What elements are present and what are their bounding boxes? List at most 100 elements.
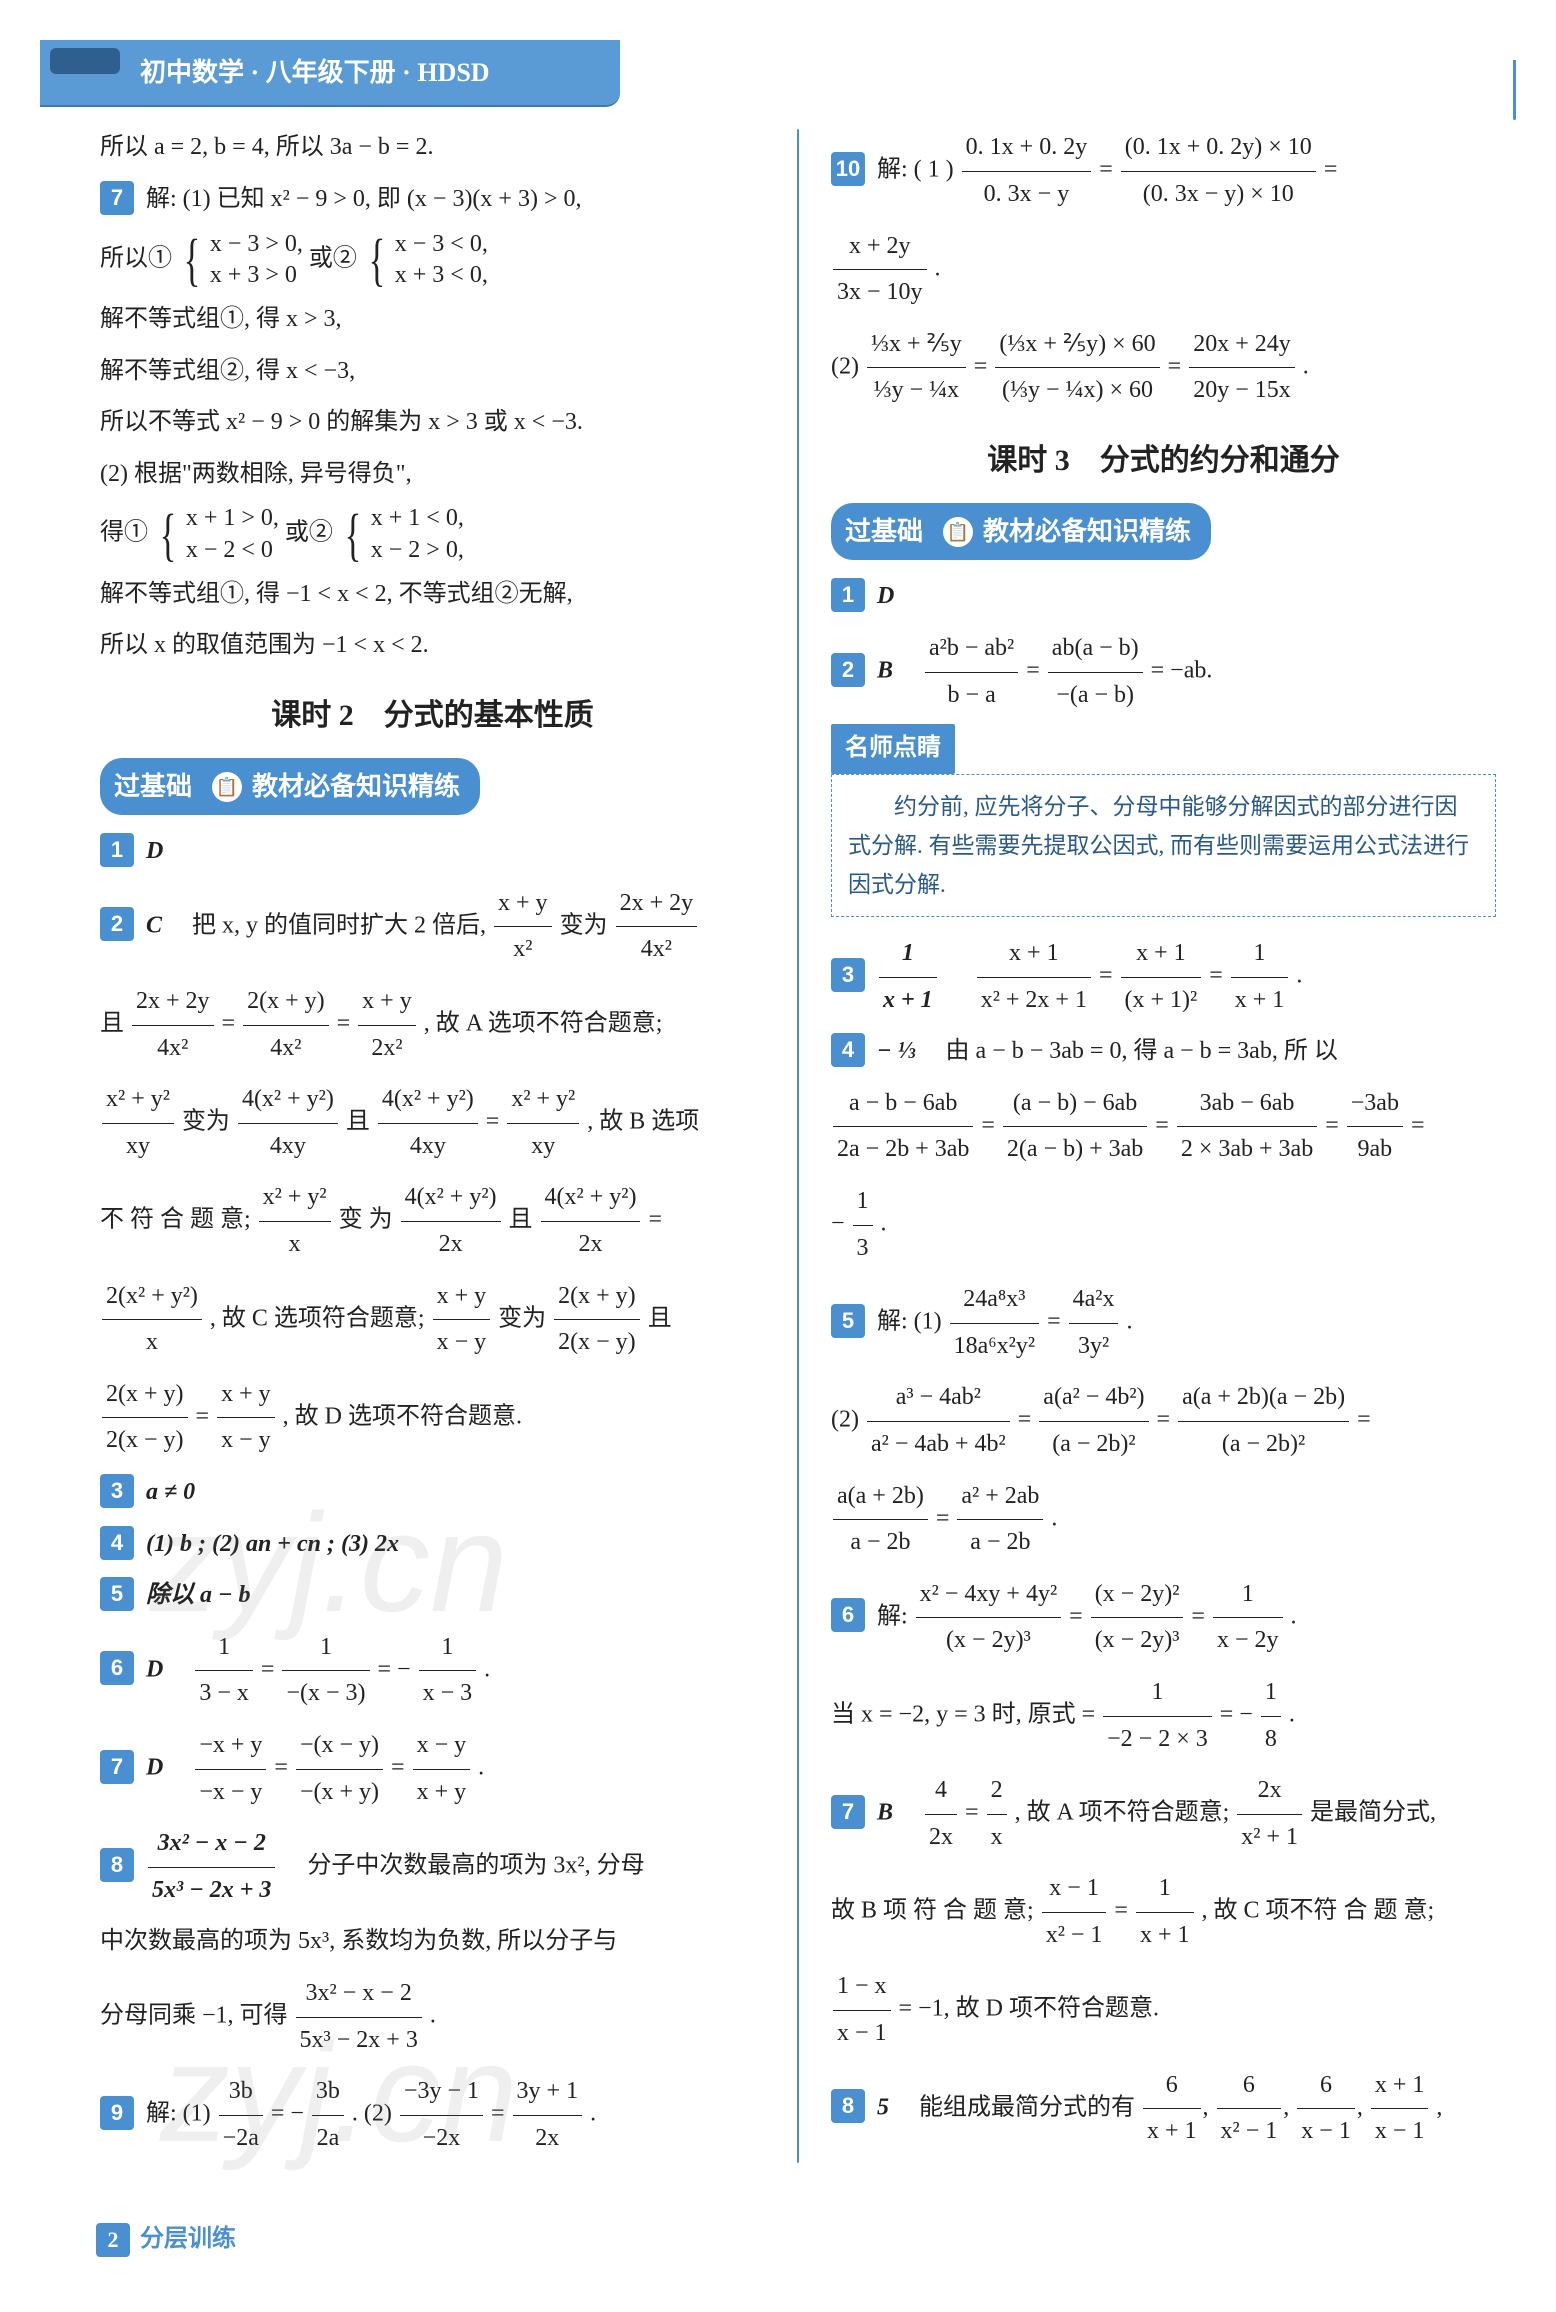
ans-r3: 3 1x + 1 x + 1x² + 2x + 1 = x + 1(x + 1)… — [831, 931, 1496, 1023]
fraction: (0. 1x + 0. 2y) × 10(0. 3x − y) × 10 — [1121, 125, 1316, 217]
fraction: 3b2a — [312, 2069, 344, 2161]
case-stack: x + 1 > 0, x − 2 < 0 — [186, 503, 279, 565]
fraction: a² + 2aba − 2b — [957, 1474, 1043, 1566]
tail: . — [590, 2101, 596, 2127]
line: 解不等式组②, 得 x < −3, — [100, 349, 765, 395]
fraction: (a − b) − 6ab2(a − b) + 3ab — [1003, 1081, 1147, 1173]
tip-body: 约分前, 应先将分子、分母中能够分解因式的部分进行因式分解. 有些需要先提取公因… — [831, 774, 1496, 917]
text: , 故 A 项不符合题意; — [1015, 1800, 1236, 1826]
case-row: x − 2 < 0 — [186, 535, 279, 566]
eq: = — [965, 1800, 985, 1826]
ans-2-line3: x² + y²xy 变为 4(x² + y²)4xy 且 4(x² + y²)4… — [100, 1077, 765, 1169]
fraction: 4(x² + y²)4xy — [378, 1077, 478, 1169]
tail: . — [1291, 1603, 1297, 1629]
left-brace-icon: { — [344, 520, 361, 549]
fraction: 2(x + y)2(x − y) — [102, 1372, 188, 1464]
line: 解不等式组①, 得 −1 < x < 2, 不等式组②无解, — [100, 572, 765, 618]
fraction: 2(x² + y²)x — [102, 1274, 202, 1366]
corner-rule — [1513, 60, 1516, 120]
tail: . — [1289, 1702, 1295, 1728]
answer-fraction: 1x + 1 — [877, 963, 945, 989]
fraction: x + yx² — [494, 881, 552, 973]
ans-r5-l2: (2) a³ − 4ab²a² − 4ab + 4b² = a(a² − 4b²… — [831, 1375, 1496, 1467]
fraction: −x + y−x − y — [195, 1723, 266, 1815]
text: 解: (1) 已知 x² − 9 > 0, 即 (x − 3)(x + 3) >… — [146, 186, 582, 212]
fraction: ab(a − b)−(a − b) — [1048, 626, 1143, 718]
fraction: 4(x² + y²)4xy — [238, 1077, 338, 1169]
right-column: 10 解: ( 1 ) 0. 1x + 0. 2y0. 3x − y = (0.… — [831, 125, 1496, 2167]
fraction: x² + y²x — [259, 1175, 331, 1267]
fraction: −(x − y)−(x + y) — [296, 1723, 383, 1815]
ans-8-l3: 分母同乘 −1, 可得 3x² − x − 25x³ − 2x + 3 . — [100, 1971, 765, 2063]
answer: D — [877, 583, 894, 609]
fraction: 2x + 2y4x² — [132, 979, 214, 1071]
page-footer: 2 分层训练 — [96, 2217, 1556, 2263]
text: 变为 — [182, 1109, 230, 1135]
left-brace-icon: { — [368, 245, 385, 274]
q-number: 3 — [831, 958, 865, 992]
eq: = — [1114, 1898, 1134, 1924]
q-number: 2 — [100, 907, 134, 941]
text: 故 B 项 符 合 题 意; — [831, 1898, 1040, 1924]
ans-3: 3 a ≠ 0 — [100, 1470, 765, 1516]
fraction: (⅓x + ⅖y) × 60(⅓y − ¼x) × 60 — [995, 322, 1159, 414]
page-number: 2 — [96, 2223, 130, 2257]
fraction: 6x − 1 — [1297, 2063, 1355, 2155]
fraction: x + y2x² — [358, 979, 416, 1071]
fraction: x² + y²xy — [507, 1077, 579, 1169]
mid: 或② — [309, 245, 357, 271]
fraction: 13 — [853, 1179, 873, 1271]
fraction: x − yx + y — [413, 1723, 471, 1815]
ans-2: 2 C 把 x, y 的值同时扩大 2 倍后, x + yx² 变为 2x + … — [100, 881, 765, 973]
mid: . (2) — [352, 2101, 398, 2127]
case-row: x − 3 < 0, — [395, 229, 488, 260]
q-number: 4 — [100, 1526, 134, 1560]
ans-2-line2: 且 2x + 2y4x² = 2(x + y)4x² = x + y2x² , … — [100, 979, 765, 1071]
pre: 解: (1) — [877, 1309, 948, 1335]
fraction: 0. 1x + 0. 2y0. 3x − y — [962, 125, 1092, 217]
text: 变为 — [560, 912, 608, 938]
fraction: −3ab9ab — [1347, 1081, 1403, 1173]
fraction: 2x — [987, 1768, 1007, 1860]
footer-label: 分层训练 — [140, 2217, 236, 2263]
ans-6: 6 D 13 − x = 1−(x − 3) = − 1x − 3 . — [100, 1625, 765, 1717]
fraction: (x − 2y)²(x − 2y)³ — [1091, 1572, 1184, 1664]
ans-r7-l2: 故 B 项 符 合 题 意; x − 1x² − 1 = 1x + 1 , 故 … — [831, 1866, 1496, 1958]
text: 且 — [509, 1207, 533, 1233]
fraction: 1−(x − 3) — [282, 1625, 369, 1717]
fraction: 18 — [1261, 1670, 1281, 1762]
fraction: x + 2y3x − 10y — [833, 224, 927, 316]
tail: . — [1303, 353, 1309, 379]
pill-right: 教材必备知识精练 — [252, 762, 460, 811]
text: 能组成最简分式的有 — [895, 2094, 1141, 2120]
answer: 除以 a − b — [146, 1582, 251, 1608]
fraction: x + 1x² + 2x + 1 — [977, 931, 1091, 1023]
fraction: 4(x² + y²)2x — [541, 1175, 641, 1267]
q10-l3: (2) ⅓x + ⅖y⅓y − ¼x = (⅓x + ⅖y) × 60(⅓y −… — [831, 322, 1496, 414]
fraction: x + 1x − 1 — [1371, 2063, 1429, 2155]
text: = — [648, 1207, 662, 1233]
tail: . — [881, 1211, 887, 1237]
case-row: x − 2 > 0, — [371, 535, 464, 566]
pill-left: 过基础 — [114, 762, 192, 811]
fraction: x + 1(x + 1)² — [1121, 931, 1202, 1023]
case-stack: x − 3 < 0, x + 3 < 0, — [395, 229, 488, 291]
q-number: 7 — [100, 1750, 134, 1784]
q-number: 1 — [831, 578, 865, 612]
clipboard-icon: 📋 — [943, 517, 973, 547]
fraction: 3ab − 6ab2 × 3ab + 3ab — [1177, 1081, 1317, 1173]
tail: . — [935, 255, 941, 281]
answer: 5 — [877, 2094, 889, 2120]
pill-right: 教材必备知识精练 — [983, 507, 1191, 556]
eq: = — [1357, 1407, 1371, 1433]
case-row: x − 3 > 0, — [210, 229, 303, 260]
section-2-title: 课时 2 分式的基本性质 — [100, 687, 765, 744]
ans-9: 9 解: (1) 3b−2a = − 3b2a . (2) −3y − 1−2x… — [100, 2069, 765, 2161]
tip-title: 名师点睛 — [831, 724, 955, 774]
line: 所以不等式 x² − 9 > 0 的解集为 x > 3 或 x < −3. — [100, 400, 765, 446]
answer: (1) b ; (2) an + cn ; (3) 2x — [146, 1531, 399, 1557]
q-number: 1 — [100, 833, 134, 867]
ans-r5: 5 解: (1) 24a⁸x³18a⁶x²y² = 4a²x3y² . — [831, 1277, 1496, 1369]
ans-4: 4 (1) b ; (2) an + cn ; (3) 2x — [100, 1522, 765, 1568]
tail: . — [430, 2003, 436, 2029]
